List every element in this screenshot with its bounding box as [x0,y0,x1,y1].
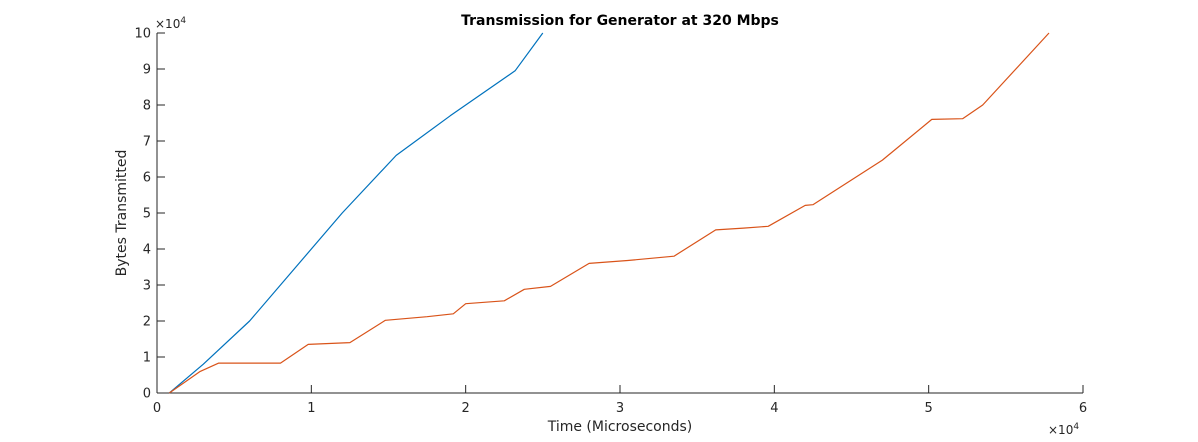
axes [156,33,1083,394]
y-tick-label: 4 [143,243,151,258]
y-tick-label: 3 [143,279,151,294]
x-exponent-power: 4 [1073,422,1079,432]
x-tick-label: 3 [616,401,624,416]
x-ticks: 0 1 2 3 4 5 6 [153,385,1087,416]
x-axis-label: Time (Microseconds) [547,419,693,435]
series-lines [168,32,1050,394]
y-exponent-power: 4 [180,16,186,26]
y-tick-label: 10 [134,27,151,42]
series-line-2 [168,32,1050,394]
x-tick-label: 5 [925,401,933,416]
y-tick-label: 6 [143,171,151,186]
y-tick-label: 5 [143,207,151,222]
y-ticks: 0 1 2 3 4 5 6 7 8 9 10 [134,27,165,402]
series-line-1 [168,32,544,394]
y-tick-label: 8 [143,99,151,114]
y-axis-exponent: ×104 [155,16,186,31]
chart-title: Transmission for Generator at 320 Mbps [461,13,779,29]
x-exponent-base: ×10 [1048,423,1073,437]
y-tick-label: 7 [143,135,151,150]
x-tick-label: 6 [1079,401,1087,416]
y-tick-label: 0 [143,387,151,402]
y-tick-label: 9 [143,63,151,78]
y-tick-label: 1 [143,351,151,366]
x-axis-exponent: ×104 [1048,422,1079,437]
y-exponent-base: ×10 [155,17,180,31]
x-tick-label: 0 [153,401,161,416]
x-tick-label: 4 [770,401,778,416]
x-tick-label: 1 [307,401,315,416]
x-tick-label: 2 [462,401,470,416]
y-axis-label: Bytes Transmitted [114,150,130,277]
y-tick-label: 2 [143,315,151,330]
